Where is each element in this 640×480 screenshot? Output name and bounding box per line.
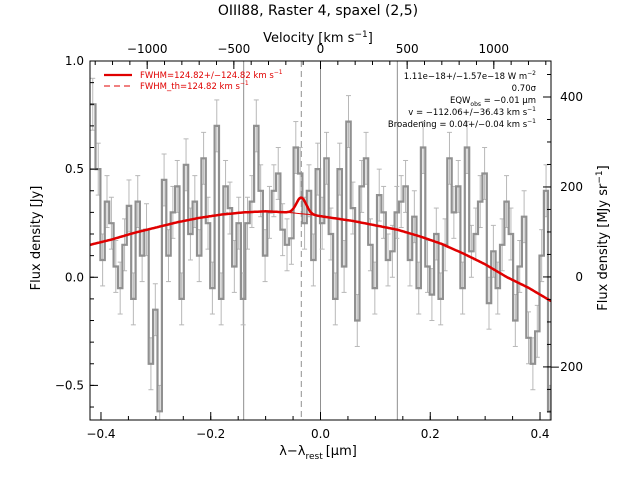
- x-tick-label: 0.4: [530, 427, 549, 441]
- velocity-tick-label: −500: [217, 42, 250, 56]
- x-axis-label: λ−λrest [μm]: [279, 444, 357, 462]
- annotation-velocity: v = −112.06+/−36.43 km s−1: [408, 106, 536, 118]
- y-tick-label: 0.0: [65, 270, 84, 284]
- x-tick-label: 0.0: [311, 427, 330, 441]
- plot-area: [90, 61, 551, 420]
- y-right-axis-label: Flux density [MJy sr−1]: [595, 165, 611, 310]
- legend-entry-fwhm: FWHM=124.82+/−124.82 km s−1: [140, 69, 283, 81]
- legend-entry-fwhm-th: FWHM_th=124.82 km s−1: [140, 80, 249, 92]
- velocity-tick-label: 500: [396, 42, 419, 56]
- velocity-axis-label: Velocity [km s−1]: [263, 30, 373, 46]
- y-tick-label: −0.5: [55, 378, 84, 392]
- fit-line: [90, 196, 551, 303]
- velocity-tick-label: 0: [317, 42, 325, 56]
- chart-title: OIII88, Raster 4, spaxel (2,5): [218, 3, 418, 19]
- annotation-eqw: EQWobs = −0.01 μm: [450, 96, 536, 108]
- spectrum-line: [90, 103, 551, 413]
- velocity-tick-label: 1000: [479, 42, 510, 56]
- annotation-sigma: 0.70σ: [512, 84, 537, 94]
- axes: −0.4 −0.2 0.0 0.2 0.4 −1000 −500 0 500 1000 −0.5 0.…: [55, 42, 583, 441]
- legend: FWHM=124.82+/−124.82 km s−1 FWHM_th=124.…: [104, 69, 283, 92]
- y-right-tick-label: −200: [550, 360, 583, 374]
- y-tick-label: 0.5: [65, 162, 84, 176]
- annotation-flux: 1.11e−18+/−1.57e−18 W m−2: [404, 70, 536, 82]
- annotation-broadening: Broadening = 0.04+/−0.04 km s−1: [388, 118, 536, 130]
- x-tick-label: −0.4: [86, 427, 115, 441]
- x-tick-label: −0.2: [196, 427, 225, 441]
- velocity-tick-label: −1000: [127, 42, 168, 56]
- x-tick-label: 0.2: [421, 427, 440, 441]
- y-right-tick-label: 200: [560, 180, 583, 194]
- y-tick-label: 1.0: [65, 54, 84, 68]
- y-right-tick-label: 0: [575, 270, 583, 284]
- y-axis-label: Flux density [Jy]: [29, 186, 44, 291]
- y-right-tick-label: 400: [560, 90, 583, 104]
- fit-annotations: 1.11e−18+/−1.57e−18 W m−2 0.70σ EQWobs =…: [388, 70, 537, 130]
